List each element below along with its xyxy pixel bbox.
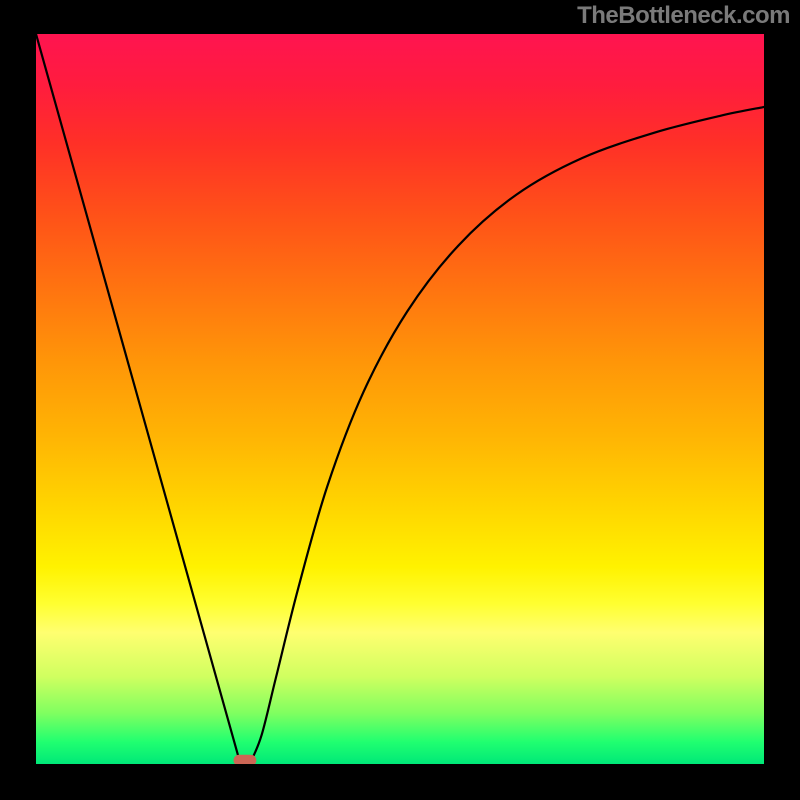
chart-svg	[36, 34, 764, 764]
chart-container: TheBottleneck.com	[0, 0, 800, 800]
minimum-marker	[234, 755, 256, 764]
plot-area	[36, 34, 764, 764]
watermark-text: TheBottleneck.com	[577, 2, 790, 30]
gradient-bg	[36, 34, 764, 764]
